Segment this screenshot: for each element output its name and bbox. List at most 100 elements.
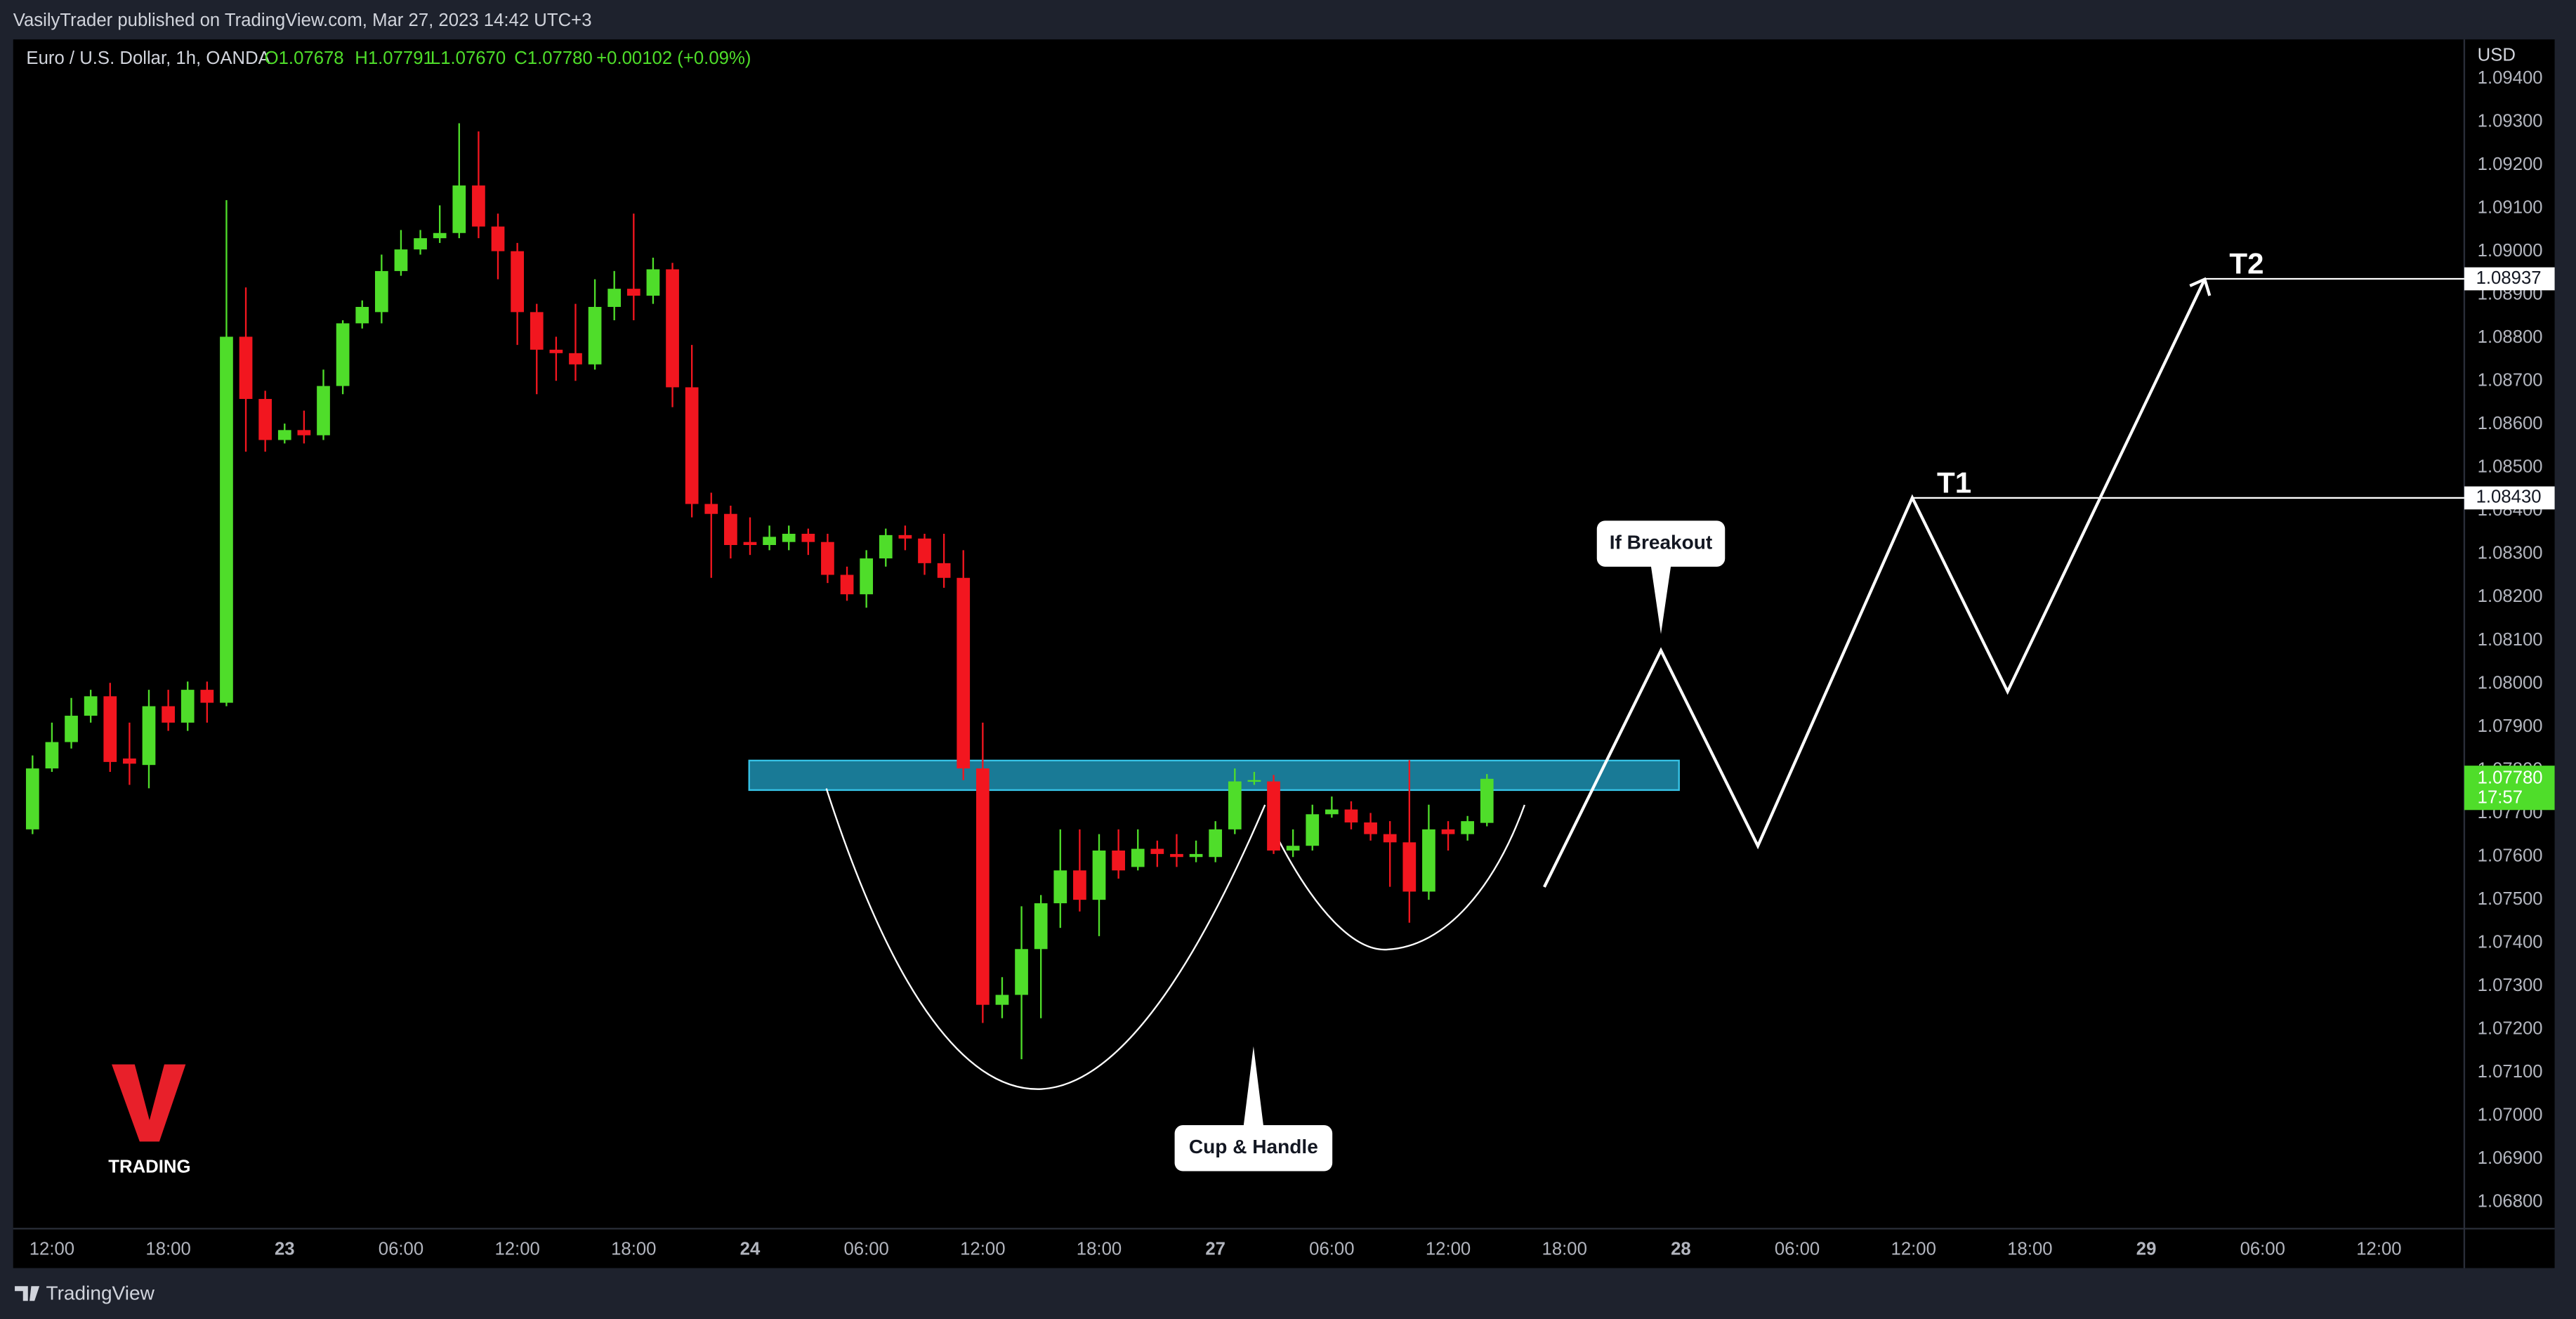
x-tick-label: 12:00 — [29, 1240, 74, 1259]
candle-body — [1364, 822, 1377, 834]
callout-box — [1174, 1046, 1333, 1172]
x-tick-label: 12:00 — [960, 1240, 1005, 1259]
candle-body — [743, 542, 757, 546]
candle-body — [1461, 821, 1475, 834]
price-tag — [2464, 486, 2555, 510]
x-tick-label: 06:00 — [843, 1240, 888, 1259]
candle-body — [65, 716, 78, 742]
candle-body — [801, 534, 815, 542]
y-tick-label: 1.08600 — [2478, 414, 2543, 433]
y-tick-label: 1.07400 — [2478, 932, 2543, 952]
candle-body — [1480, 778, 1494, 823]
y-tick-label: 1.07300 — [2478, 976, 2543, 995]
projection-path — [1543, 278, 2207, 888]
candle-body — [258, 399, 272, 440]
candle-body — [25, 768, 39, 829]
y-tick-label: 1.08800 — [2478, 327, 2543, 347]
candle-body — [103, 696, 117, 762]
candle-body — [704, 504, 718, 514]
candle-body — [530, 312, 544, 350]
candle-body — [1441, 829, 1455, 834]
candle-body — [1112, 851, 1125, 871]
price-tag — [2464, 267, 2555, 291]
x-tick-label: 27 — [1205, 1240, 1225, 1259]
y-tick-label: 1.08500 — [2478, 457, 2543, 477]
y-tick-label: 1.08200 — [2478, 586, 2543, 606]
candle-body — [1325, 809, 1339, 815]
y-tick-label: 1.07000 — [2478, 1105, 2543, 1125]
candle-body — [898, 534, 912, 539]
y-tick-label: 1.06800 — [2478, 1192, 2543, 1212]
candle-body — [1383, 834, 1397, 843]
ohlc-open: O1.07678 — [265, 48, 344, 68]
candle-body — [277, 430, 291, 440]
publisher: VasilyTrader published on TradingView.co… — [13, 11, 592, 30]
x-tick-label: 18:00 — [145, 1240, 190, 1259]
candle-body — [317, 386, 330, 435]
candle-body — [1306, 814, 1320, 846]
x-tick-label: 18:00 — [2007, 1240, 2052, 1259]
logo-text: TRADING — [108, 1157, 190, 1177]
candle-body — [918, 538, 931, 563]
candle-body — [626, 289, 640, 296]
x-tick-label: 12:00 — [2356, 1240, 2401, 1259]
candle-body — [142, 706, 156, 766]
handle-curve — [1272, 804, 1525, 951]
candle-body — [162, 706, 175, 723]
symbol-title: Euro / U.S. Dollar, 1h, OANDA — [26, 48, 270, 68]
candle-body — [1286, 846, 1300, 851]
candle-body — [336, 323, 350, 386]
candle-body — [1150, 848, 1164, 854]
x-tick-label: 06:00 — [1309, 1240, 1354, 1259]
candle-body — [569, 353, 582, 365]
candle-body — [879, 534, 893, 559]
y-tick-label: 1.08100 — [2478, 630, 2543, 650]
candle-body — [220, 336, 233, 703]
candle-body — [1131, 848, 1145, 867]
callout-box — [1596, 520, 1726, 634]
candle-body — [239, 336, 253, 400]
candle-body — [1228, 781, 1242, 829]
x-tick-label: 18:00 — [611, 1240, 656, 1259]
x-tick-label: 23 — [275, 1240, 295, 1259]
candle-body — [1209, 829, 1223, 858]
candle-body — [763, 537, 776, 546]
candle-body — [491, 226, 505, 251]
candle-body — [975, 768, 990, 1005]
candle-body — [84, 696, 98, 716]
candle-body — [937, 563, 951, 578]
candle-body — [1034, 903, 1048, 950]
countdown-text: 17:57 — [2478, 788, 2523, 808]
x-tick-label: 18:00 — [1542, 1240, 1587, 1259]
candle-body — [957, 577, 971, 769]
y-tick-label: 1.08000 — [2478, 673, 2543, 693]
candle-body — [452, 185, 466, 233]
y-tick-label: 1.09400 — [2478, 68, 2543, 88]
last-price-tag — [2464, 766, 2555, 811]
x-tick-label: 24 — [740, 1240, 761, 1259]
x-tick-label: 06:00 — [2240, 1240, 2285, 1259]
plot-area — [13, 39, 2555, 1268]
y-tick-label: 1.09000 — [2478, 241, 2543, 261]
candle-body — [511, 251, 524, 313]
ohlc-low: L1.07670 — [431, 48, 506, 68]
candle-body — [1402, 842, 1417, 892]
candle-body — [995, 995, 1009, 1005]
candle-body — [374, 270, 388, 313]
candle-body — [860, 558, 874, 595]
candle-body — [1015, 949, 1028, 995]
candle-body — [472, 185, 485, 227]
candle-body — [394, 249, 408, 271]
candle-body — [1189, 853, 1203, 858]
y-tick-label: 1.06900 — [2478, 1148, 2543, 1168]
candle-body — [123, 758, 136, 764]
logo-mark — [112, 1064, 186, 1142]
candle-body — [433, 232, 447, 239]
y-tick-label: 1.07900 — [2478, 716, 2543, 736]
ohlc-high: H1.07791 — [355, 48, 433, 68]
candle-body — [588, 306, 602, 365]
y-tick-label: 1.07600 — [2478, 846, 2543, 865]
candle-body — [1267, 781, 1280, 851]
candle-body — [1053, 870, 1067, 904]
candle-body — [646, 269, 660, 296]
